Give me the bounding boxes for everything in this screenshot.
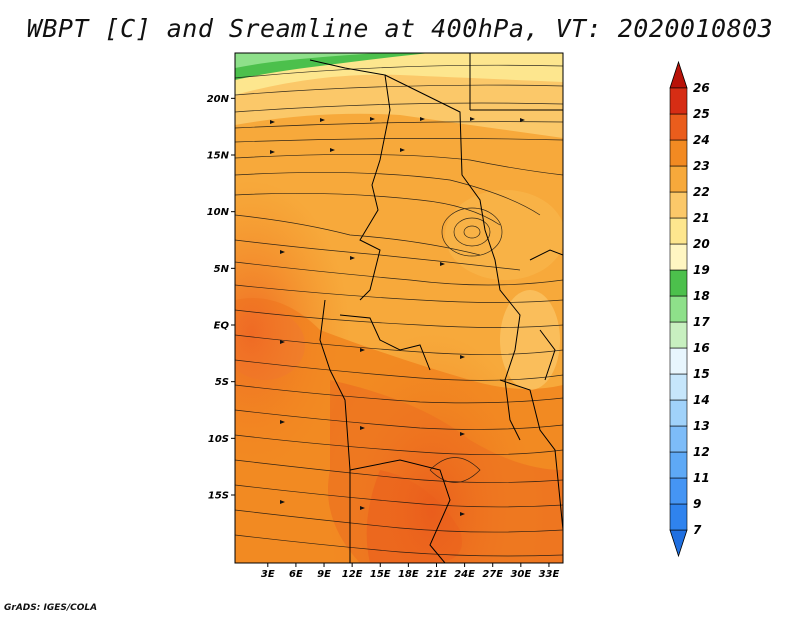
- colorbar-swatch: [669, 477, 688, 505]
- colorbar-label: 19: [693, 263, 710, 277]
- lat-tick-label: 20N: [207, 94, 230, 105]
- colorbar-label: 7: [693, 523, 702, 537]
- lon-tick-label: 30E: [510, 569, 531, 580]
- colorbar-swatch: [669, 269, 688, 297]
- colorbar-swatch: [669, 503, 688, 531]
- lon-tick-label: 33E: [539, 569, 560, 580]
- latitude-axis: 20N 15N 10N 5N EQ 5S 10S 15S: [207, 94, 235, 502]
- colorbar-swatch: [669, 191, 688, 219]
- colorbar-label: 20: [693, 237, 710, 251]
- colorbar-swatch: [669, 217, 688, 245]
- colorbar-label: 23: [693, 159, 710, 173]
- lat-tick-label: 10S: [208, 434, 229, 445]
- lon-tick-label: 21E: [426, 569, 447, 580]
- colorbar-swatch: [669, 243, 688, 271]
- lat-tick-label: 15N: [207, 151, 230, 162]
- colorbar-label: 17: [693, 315, 710, 329]
- longitude-axis: 3E 6E 9E 12E 15E 18E 21E 24E 27E 30E 33E: [261, 563, 560, 580]
- colorbar-swatch: [669, 347, 688, 375]
- map-plot-area: [235, 53, 563, 563]
- colorbar-label: 22: [693, 185, 710, 199]
- lon-tick-label: 12E: [342, 569, 363, 580]
- lat-tick-label: 15S: [208, 491, 229, 502]
- colorbar-label: 9: [693, 497, 701, 511]
- lon-tick-label: 24E: [454, 569, 475, 580]
- colorbar-label: 21: [693, 211, 710, 225]
- colorbar-label: 25: [693, 107, 710, 121]
- lon-tick-label: 6E: [289, 569, 303, 580]
- colorbar-swatch: [669, 295, 688, 323]
- colorbar-label: 13: [693, 419, 710, 433]
- colorbar-swatch: [669, 321, 688, 349]
- colorbar-label: 15: [693, 367, 710, 381]
- map-title: WBPT [C] and Sreamline at 400hPa, VT: 20…: [26, 14, 774, 43]
- lat-tick-label: 5S: [215, 377, 229, 388]
- lon-tick-label: 27E: [482, 569, 503, 580]
- map-figure: 20N 15N 10N 5N EQ 5S 10S 15S 3E 6E 9E 12E 15E 18E 21E…: [207, 52, 710, 580]
- colorbar-label: 16: [693, 341, 710, 355]
- colorbar-label: 11: [693, 471, 710, 485]
- colorbar-label: 12: [693, 445, 710, 459]
- lon-tick-label: 18E: [398, 569, 419, 580]
- country-borders: [309, 53, 563, 563]
- colorbar-swatch: [669, 399, 688, 427]
- colorbar-label: 26: [693, 81, 710, 95]
- grads-credit: GrADS: IGES/COLA: [4, 603, 98, 613]
- colorbar-swatch: [669, 87, 688, 115]
- lat-tick-label: 10N: [207, 207, 230, 218]
- lat-tick-label: 5N: [214, 264, 230, 275]
- colorbar-label: 18: [693, 289, 710, 303]
- colorbar-min-arrow: [669, 529, 688, 558]
- map-frame: [234, 52, 564, 564]
- lat-tick-label: EQ: [214, 321, 230, 332]
- colorbar-swatch: [669, 113, 688, 141]
- colorbar-swatch: [669, 139, 688, 167]
- colorbar-max-arrow: [669, 60, 688, 89]
- colorbar-swatch: [669, 165, 688, 193]
- lon-tick-label: 3E: [261, 569, 275, 580]
- streamlines: [235, 64, 563, 557]
- lon-tick-label: 9E: [317, 569, 331, 580]
- colorbar-swatch: [669, 451, 688, 479]
- colorbar-label: 14: [693, 393, 710, 407]
- colorbar-swatch: [669, 373, 688, 401]
- colorbar-swatch: [669, 425, 688, 453]
- lon-tick-label: 15E: [370, 569, 391, 580]
- colorbar-label: 24: [693, 133, 710, 147]
- colorbar: 7 9 11 12 13 14 15 16 17 18 19 20 21 22 23 24 25 26: [669, 60, 710, 558]
- streamline-arrows: [270, 117, 525, 516]
